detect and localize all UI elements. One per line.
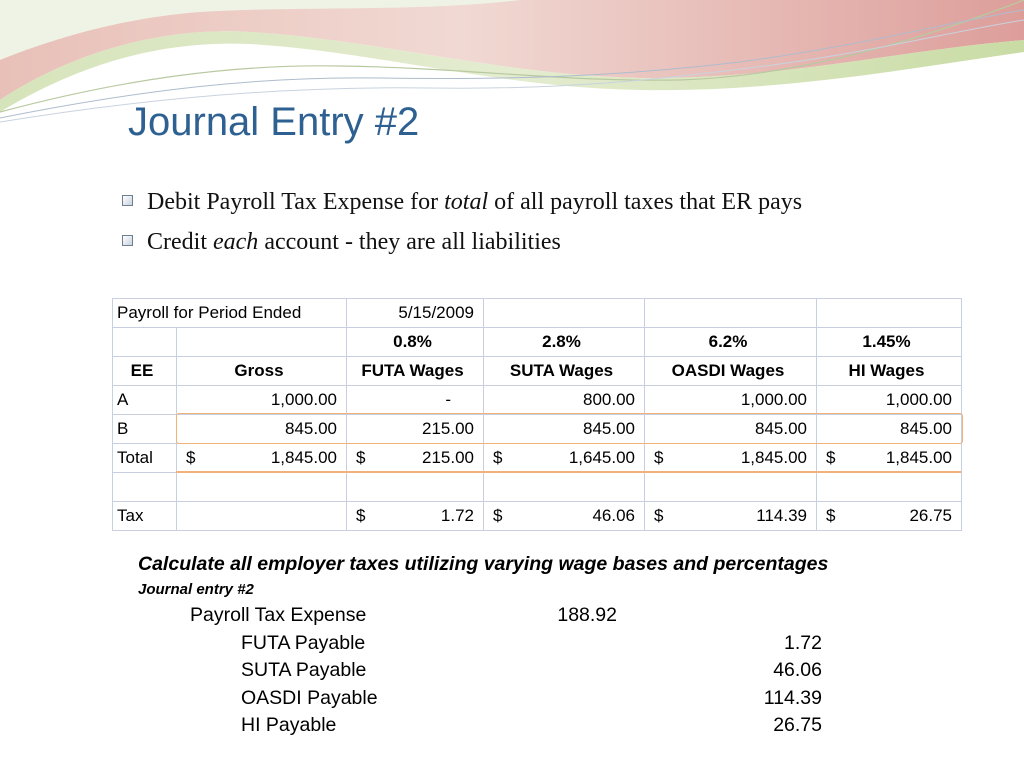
currency-sign: $ bbox=[826, 506, 836, 525]
bullet-emphasis: total bbox=[444, 189, 489, 215]
currency-sign: $ bbox=[493, 506, 503, 525]
amount: 46.06 bbox=[592, 506, 635, 525]
bullet-emphasis: each bbox=[213, 229, 259, 255]
amount: 1,845.00 bbox=[270, 448, 337, 467]
empty-cell bbox=[644, 472, 817, 502]
amount: 1,645.00 bbox=[568, 448, 635, 467]
total-futa-cell: $215.00 bbox=[346, 443, 484, 473]
oasdi-wages-cell: 845.00 bbox=[644, 414, 817, 444]
credit-account: HI Payable bbox=[241, 714, 337, 736]
oasdi-wages-cell: 1,000.00 bbox=[644, 385, 817, 415]
tax-suta-cell: $46.06 bbox=[483, 501, 645, 531]
bullet-text: Debit Payroll Tax Expense for bbox=[147, 189, 445, 215]
hi-rate-cell: 1.45% bbox=[816, 327, 962, 357]
amount: 1,845.00 bbox=[740, 448, 807, 467]
bullet-list: Debit Payroll Tax Expense for total of a… bbox=[122, 184, 802, 264]
currency-sign: $ bbox=[654, 448, 664, 467]
header-row: EE Gross FUTA Wages SUTA Wages OASDI Wag… bbox=[112, 356, 962, 386]
empty-cell bbox=[112, 327, 177, 357]
credit-account: SUTA Payable bbox=[241, 659, 367, 681]
employee-cell: A bbox=[112, 385, 177, 415]
currency-sign: $ bbox=[356, 448, 366, 467]
table-row: B 845.00 215.00 845.00 845.00 845.00 bbox=[112, 414, 962, 444]
empty-cell bbox=[112, 472, 177, 502]
period-label-cell: Payroll for Period Ended bbox=[112, 298, 347, 328]
credit-amount: 26.75 bbox=[773, 714, 822, 736]
amount: 215.00 bbox=[422, 448, 474, 467]
table-row: A 1,000.00 - 800.00 1,000.00 1,000.00 bbox=[112, 385, 962, 415]
bullet-text: of all payroll taxes that ER pays bbox=[488, 189, 803, 215]
bullet-item: Debit Payroll Tax Expense for total of a… bbox=[122, 184, 802, 224]
credit-account: FUTA Payable bbox=[241, 632, 366, 654]
rate-row: 0.8% 2.8% 6.2% 1.45% bbox=[112, 327, 962, 357]
currency-sign: $ bbox=[493, 448, 503, 467]
tax-row: Tax $1.72 $46.06 $114.39 $26.75 bbox=[112, 501, 962, 531]
oasdi-rate-cell: 6.2% bbox=[644, 327, 817, 357]
total-suta-cell: $1,645.00 bbox=[483, 443, 645, 473]
column-header-suta-wages: SUTA Wages bbox=[483, 356, 645, 386]
credit-amount: 46.06 bbox=[773, 659, 822, 681]
checkbox-bullet-icon bbox=[122, 195, 133, 206]
total-label-cell: Total bbox=[112, 443, 177, 473]
amount: 114.39 bbox=[756, 506, 807, 525]
futa-wages-cell: - bbox=[346, 385, 484, 415]
suta-wages-cell: 800.00 bbox=[483, 385, 645, 415]
hi-wages-cell: 845.00 bbox=[816, 414, 962, 444]
tax-futa-cell: $1.72 bbox=[346, 501, 484, 531]
blank-row bbox=[112, 472, 962, 502]
empty-cell bbox=[483, 298, 645, 328]
gross-cell: 845.00 bbox=[176, 414, 347, 444]
calculation-heading: Calculate all employer taxes utilizing v… bbox=[138, 553, 829, 575]
column-header-futa-wages: FUTA Wages bbox=[346, 356, 484, 386]
journal-entry-subheading: Journal entry #2 bbox=[138, 581, 254, 598]
total-hi-cell: $1,845.00 bbox=[816, 443, 962, 473]
total-row: Total $1,845.00 $215.00 $1,645.00 $1,845… bbox=[112, 443, 962, 473]
empty-cell bbox=[176, 501, 347, 531]
tax-hi-cell: $26.75 bbox=[816, 501, 962, 531]
column-header-hi-wages: HI Wages bbox=[816, 356, 962, 386]
column-header-oasdi-wages: OASDI Wages bbox=[644, 356, 817, 386]
currency-sign: $ bbox=[826, 448, 836, 467]
slide-title: Journal Entry #2 bbox=[128, 100, 420, 144]
currency-sign: $ bbox=[186, 448, 196, 467]
debit-amount: 188.92 bbox=[557, 604, 617, 626]
amount: 1,845.00 bbox=[885, 448, 952, 467]
empty-cell bbox=[346, 472, 484, 502]
credit-account: OASDI Payable bbox=[241, 687, 378, 709]
suta-rate-cell: 2.8% bbox=[483, 327, 645, 357]
empty-cell bbox=[176, 327, 347, 357]
header-swoosh-decoration bbox=[0, 0, 1024, 123]
empty-cell bbox=[176, 472, 347, 502]
hi-wages-cell: 1,000.00 bbox=[816, 385, 962, 415]
suta-wages-cell: 845.00 bbox=[483, 414, 645, 444]
total-gross-cell: $1,845.00 bbox=[176, 443, 347, 473]
currency-sign: $ bbox=[356, 506, 366, 525]
column-header-gross: Gross bbox=[176, 356, 347, 386]
empty-cell bbox=[816, 472, 962, 502]
credit-amount: 1.72 bbox=[784, 632, 822, 654]
period-date-cell: 5/15/2009 bbox=[346, 298, 484, 328]
credit-amount: 114.39 bbox=[763, 687, 822, 709]
futa-wages-cell: 215.00 bbox=[346, 414, 484, 444]
empty-cell bbox=[483, 472, 645, 502]
period-row: Payroll for Period Ended 5/15/2009 bbox=[112, 298, 962, 328]
empty-cell bbox=[816, 298, 962, 328]
payroll-tax-table: Payroll for Period Ended 5/15/2009 0.8% … bbox=[112, 298, 962, 531]
column-header-ee: EE bbox=[112, 356, 177, 386]
bullet-text: account - they are all liabilities bbox=[258, 229, 561, 255]
total-oasdi-cell: $1,845.00 bbox=[644, 443, 817, 473]
futa-rate-cell: 0.8% bbox=[346, 327, 484, 357]
gross-cell: 1,000.00 bbox=[176, 385, 347, 415]
amount: 26.75 bbox=[909, 506, 952, 525]
bullet-item: Credit each account - they are all liabi… bbox=[122, 224, 802, 264]
empty-cell bbox=[644, 298, 817, 328]
currency-sign: $ bbox=[654, 506, 664, 525]
employee-cell: B bbox=[112, 414, 177, 444]
bullet-text: Credit bbox=[147, 229, 213, 255]
debit-account: Payroll Tax Expense bbox=[190, 604, 367, 626]
amount: 1.72 bbox=[440, 506, 474, 525]
checkbox-bullet-icon bbox=[122, 235, 133, 246]
tax-label-cell: Tax bbox=[112, 501, 177, 531]
tax-oasdi-cell: $114.39 bbox=[644, 501, 817, 531]
